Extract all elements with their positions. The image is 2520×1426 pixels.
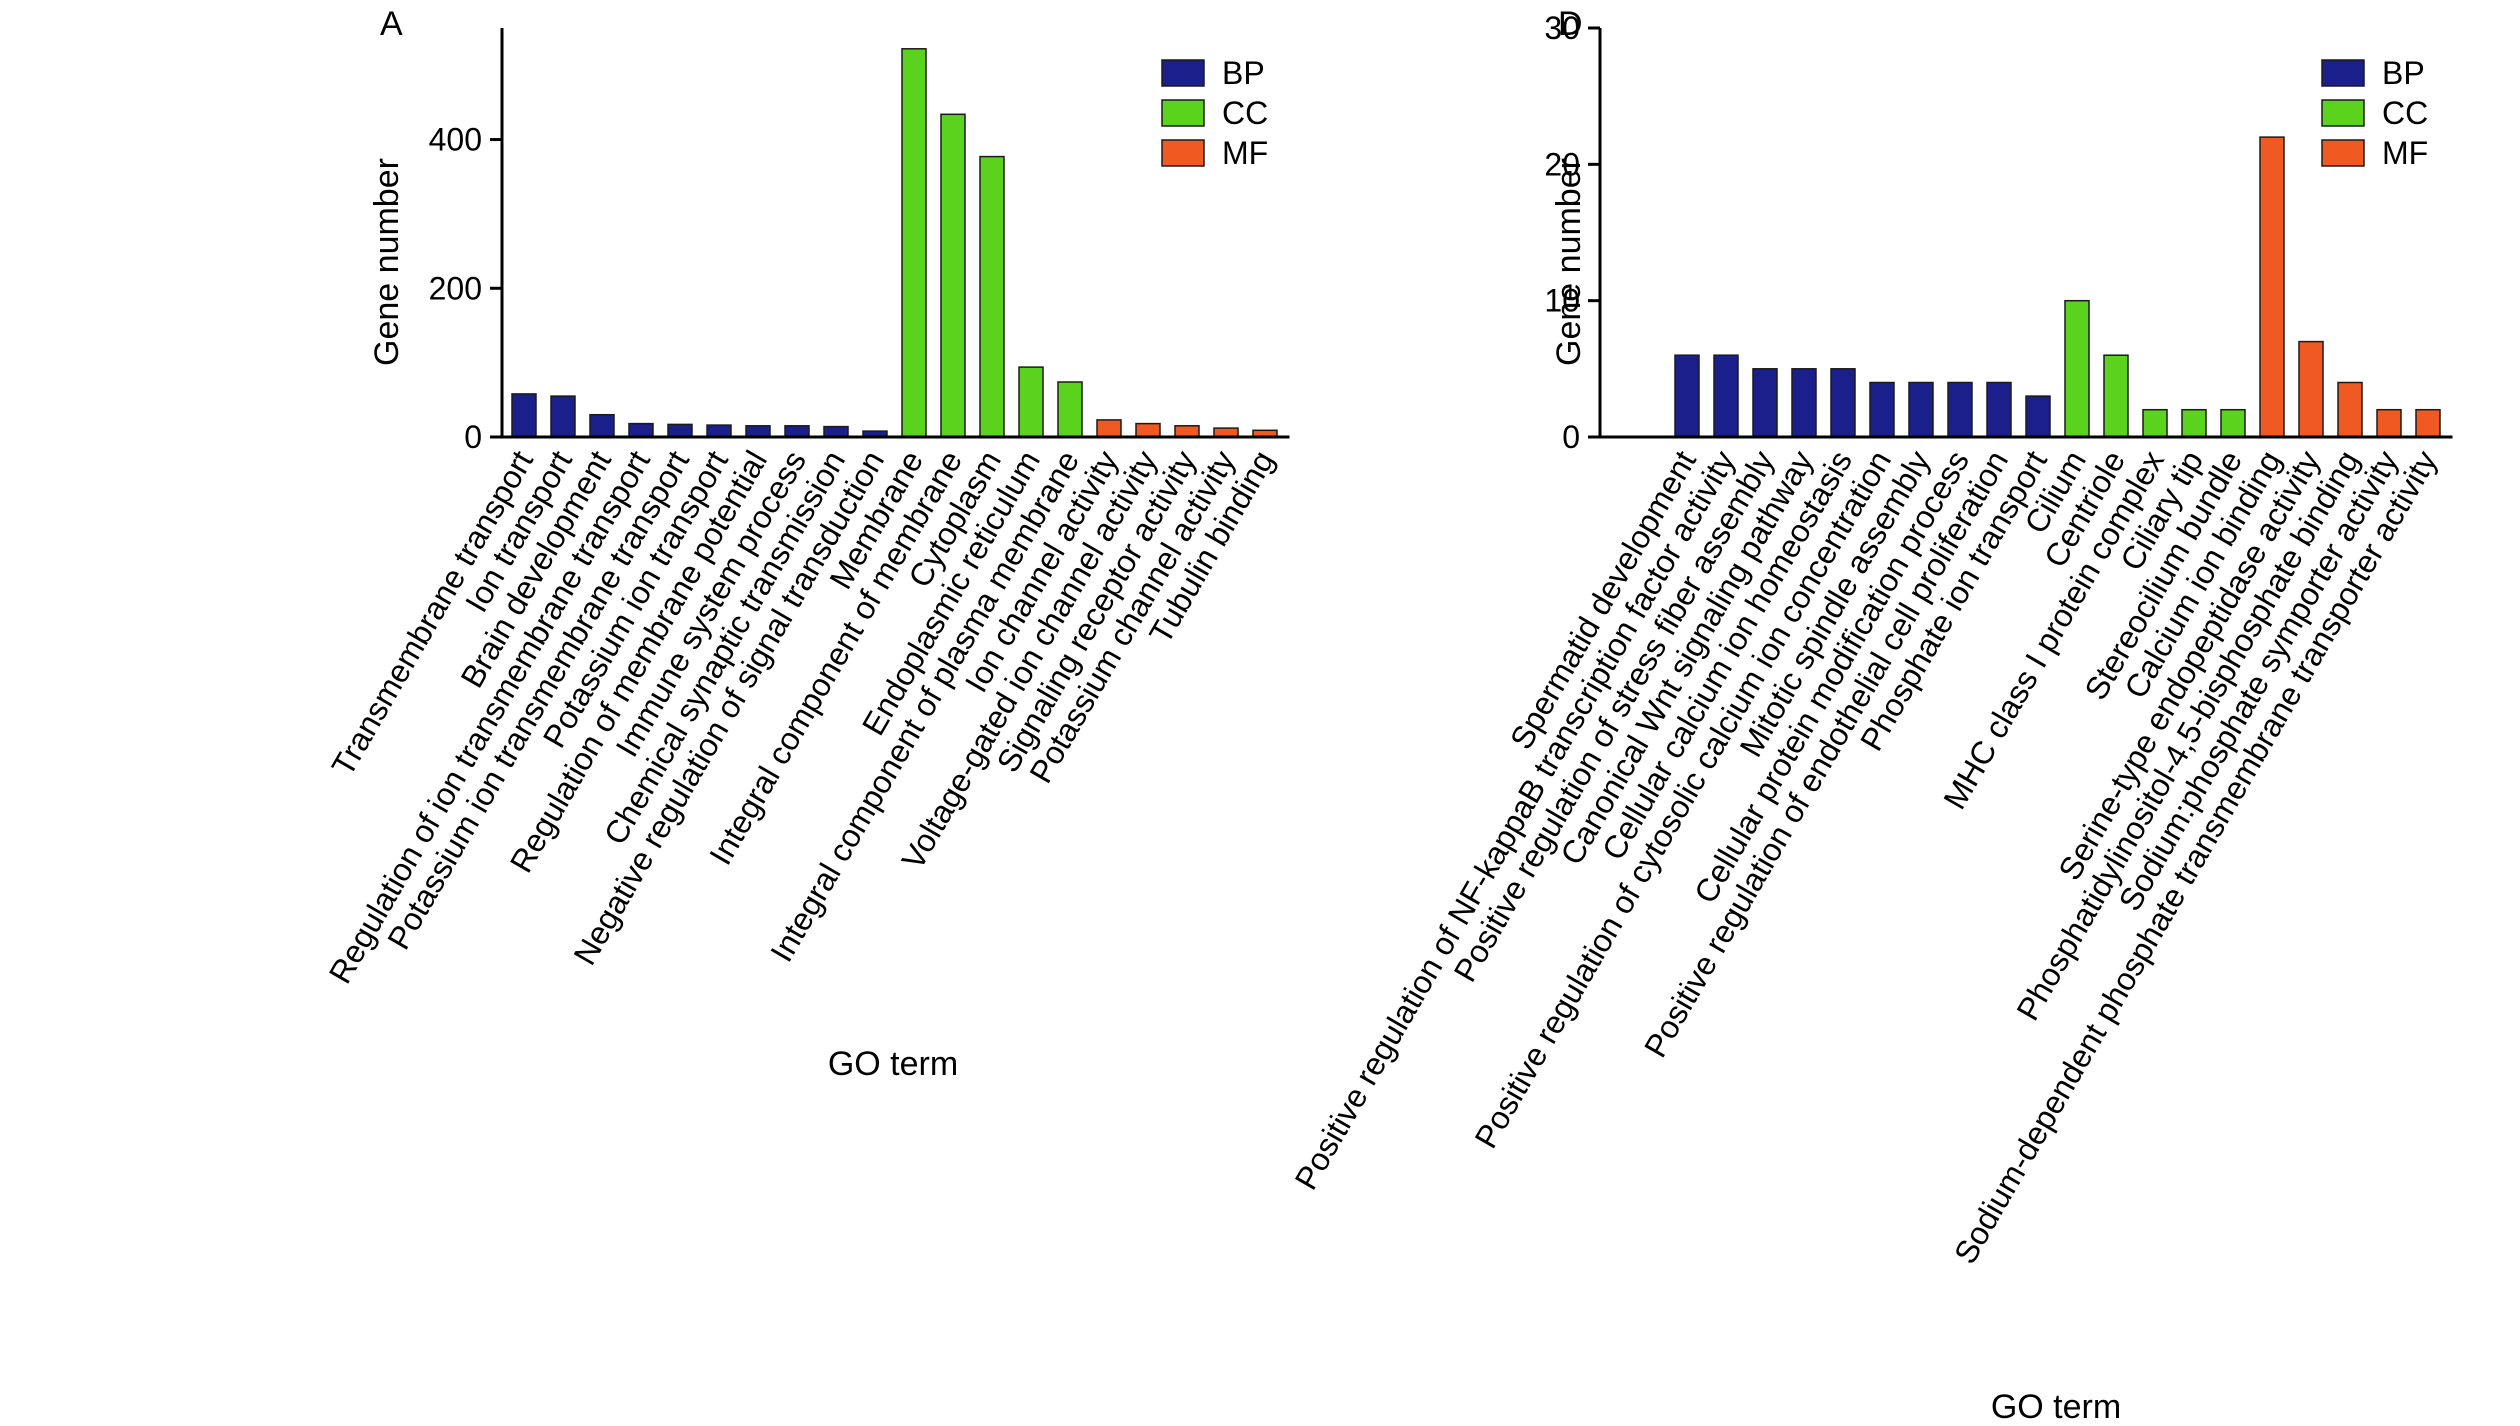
bar-3 [589,413,615,438]
y-tick-label: 30 [1544,10,1580,46]
legend-label-mf: MF [1222,135,1268,171]
panel-label: A [380,5,403,43]
bar-17 [2298,340,2324,438]
bar-2 [550,395,576,438]
legend-swatch-bp [2321,59,2365,87]
bar-11 [2064,299,2090,438]
bar-4 [1791,368,1817,438]
y-tick-label: 0 [464,419,482,455]
legend: BP CC MF [2321,55,2428,171]
bar-12 [2103,354,2129,438]
legend-swatch-cc [2321,99,2365,127]
bar-13 [979,155,1005,438]
x-axis-title: GO term [1991,1388,2121,1426]
legend-label-bp: BP [1222,55,1265,91]
legend: BP CC MF [1161,55,1268,171]
y-axis-title: Gene number [368,158,406,366]
bar-16 [1096,419,1122,438]
bar-15 [1057,381,1083,438]
bar-9 [1986,381,2012,438]
bar-7 [1908,381,1934,438]
bar-3 [1752,368,1778,438]
bar-8 [1947,381,1973,438]
y-tick-label: 400 [429,122,482,158]
legend-swatch-mf [2321,139,2365,167]
bar-1 [511,393,537,438]
legend-label-cc: CC [2382,95,2428,131]
legend-swatch-bp [1161,59,1205,87]
bar-10 [2025,395,2051,438]
bar-2 [1713,354,1739,438]
legend-swatch-cc [1161,99,1205,127]
y-tick-label: 0 [1562,419,1580,455]
bar-6 [1869,381,1895,438]
bar-12 [940,113,966,438]
legend-label-cc: CC [1222,95,1268,131]
bar-5 [1830,368,1856,438]
bar-1 [1674,354,1700,438]
legend-label-bp: BP [2382,55,2425,91]
y-axis-title: Gene number [1550,158,1588,366]
y-tick-label: 200 [429,270,482,306]
bar-15 [2220,408,2246,438]
bar-19 [2376,408,2402,438]
bar-16 [2259,136,2285,438]
bar-17 [1135,422,1161,438]
bar-18 [1174,425,1200,438]
bar-5 [667,423,693,438]
bar-7 [745,425,771,438]
bar-13 [2142,408,2168,438]
bar-4 [628,422,654,438]
legend-swatch-mf [1161,139,1205,167]
x-axis-title: GO term [828,1045,958,1083]
panel-label: D [1558,5,1583,43]
bar-8 [784,425,810,438]
bar-14 [1018,366,1044,438]
bar-14 [2181,408,2207,438]
y-tick-label: 20 [1544,146,1580,182]
bar-18 [2337,381,2363,438]
bar-9 [823,425,849,438]
legend-label-mf: MF [2382,135,2428,171]
bar-20 [2415,408,2441,438]
bar-11 [901,48,927,438]
bar-6 [706,424,732,438]
y-tick-label: 10 [1544,283,1580,319]
